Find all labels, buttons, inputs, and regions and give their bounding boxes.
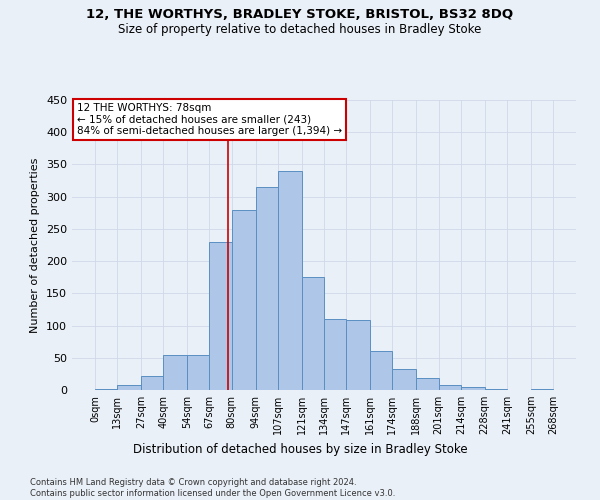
Bar: [256, 187, 278, 390]
Text: Distribution of detached houses by size in Bradley Stoke: Distribution of detached houses by size …: [133, 442, 467, 456]
Text: Size of property relative to detached houses in Bradley Stoke: Size of property relative to detached ho…: [118, 22, 482, 36]
Bar: [302, 277, 324, 390]
Bar: [485, 388, 507, 390]
Bar: [278, 171, 302, 390]
Bar: [117, 386, 141, 390]
Text: Contains HM Land Registry data © Crown copyright and database right 2024.
Contai: Contains HM Land Registry data © Crown c…: [30, 478, 395, 498]
Bar: [187, 355, 209, 390]
Bar: [209, 242, 232, 390]
Bar: [163, 355, 187, 390]
Bar: [416, 378, 439, 390]
Bar: [232, 210, 256, 390]
Bar: [370, 352, 392, 390]
Y-axis label: Number of detached properties: Number of detached properties: [31, 158, 40, 332]
Bar: [95, 388, 117, 390]
Bar: [439, 386, 461, 390]
Bar: [346, 320, 370, 390]
Bar: [461, 388, 485, 390]
Text: 12 THE WORTHYS: 78sqm
← 15% of detached houses are smaller (243)
84% of semi-det: 12 THE WORTHYS: 78sqm ← 15% of detached …: [77, 103, 342, 136]
Bar: [324, 319, 346, 390]
Text: 12, THE WORTHYS, BRADLEY STOKE, BRISTOL, BS32 8DQ: 12, THE WORTHYS, BRADLEY STOKE, BRISTOL,…: [86, 8, 514, 20]
Bar: [141, 376, 163, 390]
Bar: [392, 370, 416, 390]
Bar: [531, 388, 553, 390]
